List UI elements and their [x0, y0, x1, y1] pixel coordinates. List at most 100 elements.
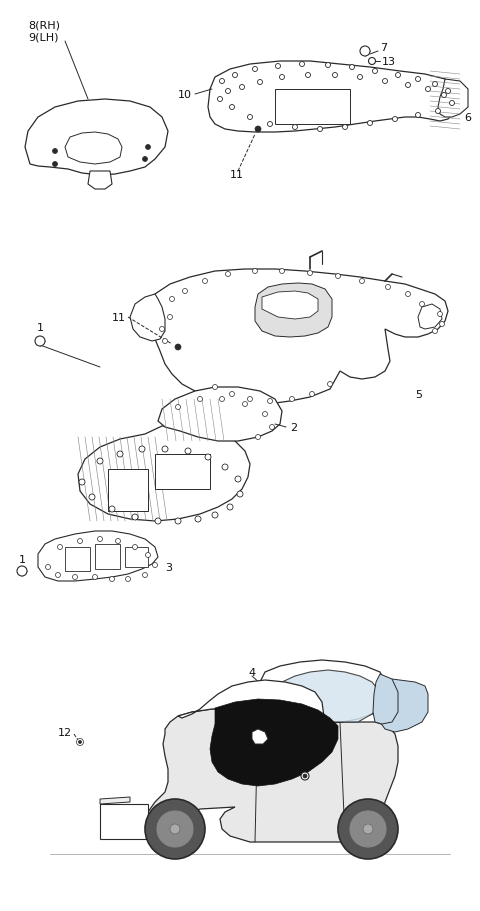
- Text: 13: 13: [382, 56, 396, 67]
- Text: 8(RH): 8(RH): [28, 20, 60, 30]
- Circle shape: [145, 553, 151, 558]
- Circle shape: [343, 126, 348, 130]
- Text: 2: 2: [290, 423, 297, 433]
- Circle shape: [145, 799, 205, 859]
- Circle shape: [276, 65, 280, 69]
- Polygon shape: [130, 294, 165, 342]
- Polygon shape: [38, 531, 158, 581]
- Polygon shape: [108, 469, 148, 511]
- Circle shape: [393, 118, 397, 122]
- Circle shape: [52, 149, 58, 154]
- Polygon shape: [95, 545, 120, 569]
- Circle shape: [197, 397, 203, 402]
- Circle shape: [442, 94, 446, 98]
- Circle shape: [269, 425, 275, 430]
- Text: 4: 4: [249, 667, 255, 677]
- Circle shape: [279, 270, 285, 274]
- Circle shape: [385, 285, 391, 291]
- Circle shape: [360, 47, 370, 56]
- Circle shape: [219, 79, 225, 85]
- Circle shape: [76, 739, 84, 746]
- Circle shape: [109, 577, 115, 582]
- Circle shape: [257, 80, 263, 86]
- Polygon shape: [255, 283, 332, 338]
- Circle shape: [360, 279, 364, 284]
- Circle shape: [255, 435, 261, 440]
- Circle shape: [263, 412, 267, 417]
- Circle shape: [305, 74, 311, 78]
- Circle shape: [248, 116, 252, 120]
- Circle shape: [349, 66, 355, 70]
- Circle shape: [125, 577, 131, 582]
- Polygon shape: [158, 387, 282, 442]
- Circle shape: [435, 109, 441, 115]
- Circle shape: [229, 392, 235, 397]
- Circle shape: [358, 76, 362, 80]
- Circle shape: [338, 799, 398, 859]
- Polygon shape: [100, 804, 148, 839]
- Circle shape: [240, 86, 244, 90]
- Circle shape: [93, 575, 97, 580]
- Circle shape: [333, 74, 337, 78]
- Circle shape: [195, 517, 201, 522]
- Circle shape: [420, 302, 424, 307]
- Circle shape: [336, 274, 340, 279]
- Polygon shape: [178, 681, 325, 724]
- Circle shape: [327, 382, 333, 387]
- Circle shape: [205, 455, 211, 460]
- Circle shape: [116, 539, 120, 544]
- Circle shape: [317, 128, 323, 132]
- Circle shape: [203, 279, 207, 284]
- Circle shape: [162, 446, 168, 453]
- Circle shape: [396, 74, 400, 78]
- Circle shape: [222, 465, 228, 470]
- Circle shape: [226, 89, 230, 95]
- Polygon shape: [208, 62, 460, 133]
- Circle shape: [219, 397, 225, 402]
- Circle shape: [170, 824, 180, 834]
- Circle shape: [369, 58, 375, 66]
- Circle shape: [175, 518, 181, 525]
- Circle shape: [168, 315, 172, 320]
- Polygon shape: [88, 172, 112, 189]
- Text: 10: 10: [178, 90, 192, 100]
- Circle shape: [267, 122, 273, 128]
- Circle shape: [235, 476, 241, 483]
- Polygon shape: [258, 670, 380, 722]
- Circle shape: [292, 126, 298, 130]
- Circle shape: [416, 77, 420, 82]
- Text: 5: 5: [415, 390, 422, 400]
- Circle shape: [252, 67, 257, 72]
- Polygon shape: [25, 100, 168, 176]
- Circle shape: [77, 539, 83, 544]
- Circle shape: [163, 339, 168, 344]
- Circle shape: [89, 495, 95, 500]
- Polygon shape: [78, 426, 250, 521]
- Circle shape: [255, 127, 261, 133]
- Polygon shape: [152, 270, 448, 404]
- Circle shape: [169, 297, 175, 302]
- Circle shape: [325, 64, 331, 68]
- Circle shape: [449, 101, 455, 107]
- Text: 6: 6: [464, 113, 471, 123]
- Circle shape: [440, 322, 444, 327]
- Text: 1: 1: [36, 322, 44, 333]
- Circle shape: [97, 537, 103, 542]
- Circle shape: [132, 515, 138, 520]
- Circle shape: [248, 397, 252, 402]
- Circle shape: [267, 399, 273, 404]
- Polygon shape: [155, 455, 210, 489]
- Circle shape: [212, 512, 218, 518]
- Circle shape: [300, 63, 304, 67]
- Circle shape: [242, 402, 248, 407]
- Text: 11: 11: [230, 169, 244, 179]
- Circle shape: [157, 811, 193, 847]
- Polygon shape: [418, 304, 442, 330]
- Circle shape: [416, 113, 420, 118]
- Circle shape: [279, 76, 285, 80]
- Text: 3: 3: [165, 562, 172, 572]
- Circle shape: [143, 158, 147, 162]
- Text: 9(LH): 9(LH): [28, 33, 59, 43]
- Circle shape: [117, 452, 123, 457]
- Text: 12: 12: [58, 727, 72, 737]
